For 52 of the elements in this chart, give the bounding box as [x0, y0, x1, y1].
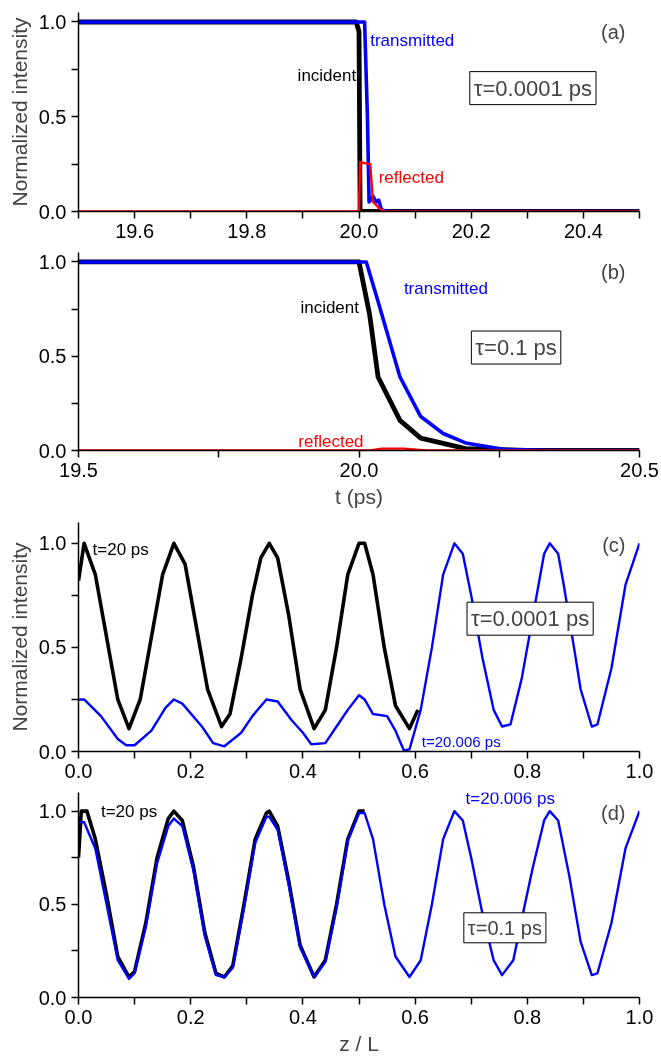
annotation: τ=0.0001 ps [473, 75, 593, 101]
series-label: incident [300, 297, 360, 317]
series-label: reflected [298, 431, 364, 451]
x-tick-label: 19.8 [227, 219, 267, 242]
x-tick-label: 0.6 [401, 1005, 430, 1028]
x-tick-label: 20.2 [451, 219, 491, 242]
x-axis-title: z / L [339, 1031, 379, 1055]
annotation: (c) [602, 534, 626, 557]
series-label: transmitted [370, 31, 455, 51]
x-axis-title: t (ps) [335, 484, 383, 508]
y-tick-label: 1.0 [38, 532, 67, 555]
y-tick-label: 0.0 [38, 986, 67, 1009]
x-tick-label: 1.0 [625, 759, 654, 782]
x-tick-label: 20.5 [620, 458, 659, 481]
x-tick-label: 1.0 [625, 1005, 654, 1028]
series-label: t=20 ps [100, 801, 158, 821]
annotation: τ=0.1 ps [467, 916, 542, 939]
y-tick-label: 0.5 [38, 345, 67, 368]
series-label: reflected [378, 167, 444, 187]
x-tick-label: 0.8 [513, 1005, 542, 1028]
x-tick-label: 0.8 [513, 759, 542, 782]
y-tick-label: 1.0 [38, 10, 67, 33]
x-tick-label: 0.2 [176, 759, 205, 782]
y-tick-label: 0.5 [38, 105, 67, 128]
series-label: transmitted [403, 278, 488, 298]
annotation: τ=0.1 ps [475, 335, 557, 361]
y-tick-label: 1.0 [38, 800, 67, 823]
x-tick-label: 20.0 [339, 219, 379, 242]
x-tick-label: 0.0 [64, 759, 93, 782]
x-tick-label: 20.0 [339, 458, 379, 481]
x-tick-label: 0.4 [289, 759, 317, 782]
annotation: τ=0.0001 ps [471, 606, 590, 632]
y-tick-label: 0.0 [38, 200, 67, 223]
x-tick-label: 19.6 [115, 219, 155, 242]
y-tick-label: 1.0 [38, 250, 67, 273]
annotation: (b) [601, 261, 626, 284]
annotation: (a) [601, 21, 626, 44]
x-tick-label: 20.4 [563, 219, 603, 242]
series-label: incident [297, 65, 357, 85]
series-label: t=20.006 ps [465, 788, 555, 808]
series-label: t=20.006 ps [421, 732, 501, 750]
annotation: (d) [601, 802, 626, 824]
x-tick-label: 0.6 [401, 759, 430, 782]
y-axis-title: Normalized intensity [7, 16, 31, 207]
y-tick-label: 0.5 [38, 636, 67, 659]
series-label: t=20 ps [92, 540, 149, 560]
x-tick-label: 0.2 [176, 1005, 205, 1028]
y-tick-label: 0.0 [38, 740, 67, 763]
y-axis-title: Normalized intensity [7, 541, 31, 732]
y-tick-label: 0.5 [38, 893, 67, 916]
x-tick-label: 0.0 [64, 1005, 93, 1028]
x-tick-label: 0.4 [289, 1005, 317, 1028]
